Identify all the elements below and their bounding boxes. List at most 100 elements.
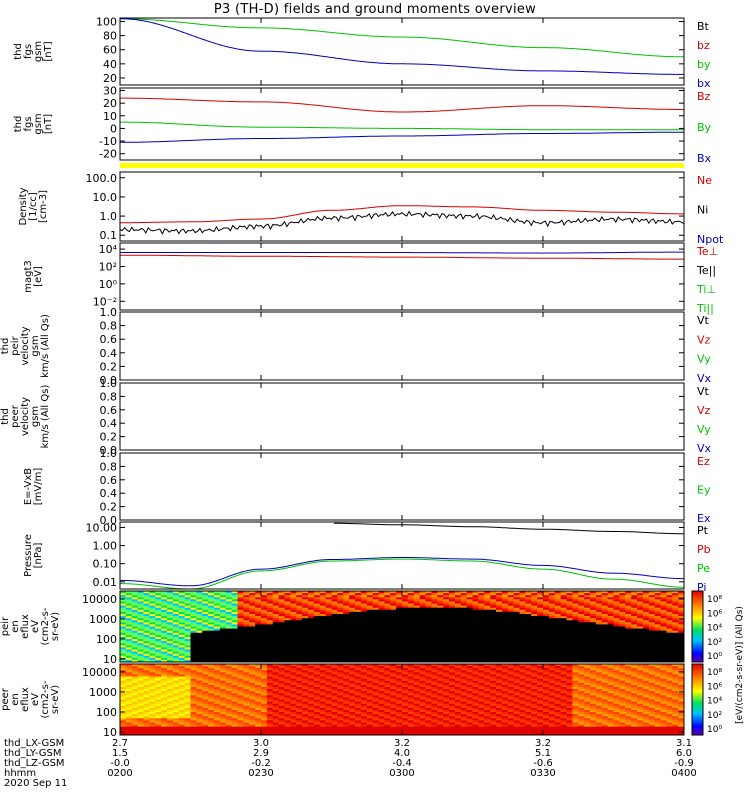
spectrogram-cell (296, 666, 303, 669)
spectrogram-cell (642, 680, 650, 684)
spectrogram-cell (396, 634, 403, 638)
spectrogram-cell (654, 597, 661, 600)
spectrogram-cell (225, 659, 233, 663)
spectrogram-cell (202, 624, 209, 627)
spectrogram-cell (278, 636, 285, 640)
spectrogram-cell (466, 601, 473, 604)
spectrogram-cell (302, 639, 309, 642)
spectrogram-cell (208, 676, 215, 680)
spectrogram-cell (478, 659, 485, 663)
spectrogram-cell (507, 591, 515, 594)
spectrogram-cell (284, 622, 291, 625)
spectrogram-cell (443, 605, 450, 609)
spectrogram-cell (402, 605, 409, 609)
spectrogram-cell (490, 645, 497, 648)
spectrogram-cell (190, 605, 197, 609)
spectrogram-cell (490, 664, 497, 667)
spectrogram-cell (554, 591, 562, 594)
spectrogram-cell (284, 664, 291, 667)
spectrogram-cell (613, 636, 620, 640)
spectrogram-cell (566, 597, 573, 600)
spectrogram-cell (331, 603, 338, 607)
spectrogram-cell (607, 668, 614, 671)
spectrogram-cell (631, 595, 638, 598)
spectrogram-cell (172, 609, 180, 613)
spectrogram-cell (290, 622, 297, 625)
spectrogram-cell (607, 676, 614, 680)
spectrogram-cell (454, 599, 462, 602)
spectrogram-cell (202, 593, 209, 596)
spectrogram-cell (167, 641, 174, 644)
spectrogram-cell (343, 620, 350, 623)
spectrogram-cell (237, 616, 244, 619)
spectrogram-cell (466, 603, 473, 607)
spectrogram-cell (131, 672, 139, 675)
spectrogram-cell (578, 678, 585, 682)
spectrogram-cell (402, 639, 409, 642)
spectrogram-cell (225, 666, 233, 669)
spectrogram-cell (460, 618, 468, 621)
legend-entry: by (697, 58, 711, 71)
y-axis-label-line: Pressure (23, 534, 34, 577)
spectrogram-cell (355, 645, 362, 648)
spectrogram-cell (637, 624, 644, 627)
spectrogram-cell (266, 599, 274, 602)
spectrogram-cell (419, 599, 426, 602)
spectrogram-cell (472, 636, 479, 640)
spectrogram-cell (660, 639, 667, 642)
spectrogram-cell (613, 680, 620, 684)
spectrogram-cell (660, 682, 667, 686)
spectrogram-cell (484, 593, 491, 596)
spectrogram-cell (337, 639, 344, 642)
spectrogram-cell (208, 649, 215, 652)
spectrogram-cell (402, 618, 409, 621)
spectrogram-cell (490, 668, 497, 671)
spectrogram-cell (360, 666, 368, 669)
spectrogram-cell (214, 593, 221, 596)
spectrogram-cell (255, 591, 262, 594)
spectrogram-cell (261, 668, 268, 671)
spectrogram-cell (120, 630, 127, 634)
spectrogram-cell (337, 613, 344, 617)
spectrogram-cell (237, 632, 244, 636)
spectrogram-cell (208, 664, 215, 667)
spectrogram-cell (443, 659, 450, 663)
spectrogram-cell (237, 639, 244, 642)
spectrogram-cell (454, 626, 462, 629)
spectrogram-cell (390, 605, 397, 609)
spectrogram-cell (560, 676, 567, 680)
spectrogram-cell (161, 593, 168, 596)
spectrogram-cell (443, 628, 450, 632)
spectrogram-cell (184, 645, 191, 648)
spectrogram-cell (619, 609, 626, 613)
spectrogram-cell (349, 672, 356, 675)
spectrogram-cell (137, 622, 144, 625)
spectrogram-cell (319, 624, 327, 627)
spectrogram-cell (637, 657, 644, 661)
spectrogram-cell (161, 634, 168, 638)
spectrogram-cell (302, 636, 309, 640)
spectrogram-cell (366, 605, 374, 609)
spectrogram-cell (137, 651, 144, 655)
spectrogram-cell (484, 672, 491, 675)
spectrogram-cell (637, 676, 644, 680)
spectrogram-cell (449, 686, 456, 690)
spectrogram-cell (402, 609, 409, 613)
spectrogram-cell (125, 605, 133, 609)
spectrogram-cell (143, 655, 150, 659)
spectrogram-cell (137, 611, 144, 615)
spectrogram-cell (672, 601, 679, 604)
spectrogram-cell (507, 672, 515, 675)
spectrogram-cell (619, 672, 626, 675)
spectrogram-cell (196, 611, 203, 615)
spectrogram-cell (537, 624, 544, 627)
spectrogram-cell (454, 672, 462, 675)
spectrogram-cell (507, 595, 515, 598)
spectrogram-cell (237, 636, 244, 640)
spectrogram-cell (548, 655, 556, 659)
spectrogram-cell (431, 668, 438, 671)
spectrogram-cell (131, 691, 139, 694)
spectrogram-cell (642, 639, 650, 642)
spectrogram-cell (349, 603, 356, 607)
spectrogram-cell (519, 643, 526, 646)
